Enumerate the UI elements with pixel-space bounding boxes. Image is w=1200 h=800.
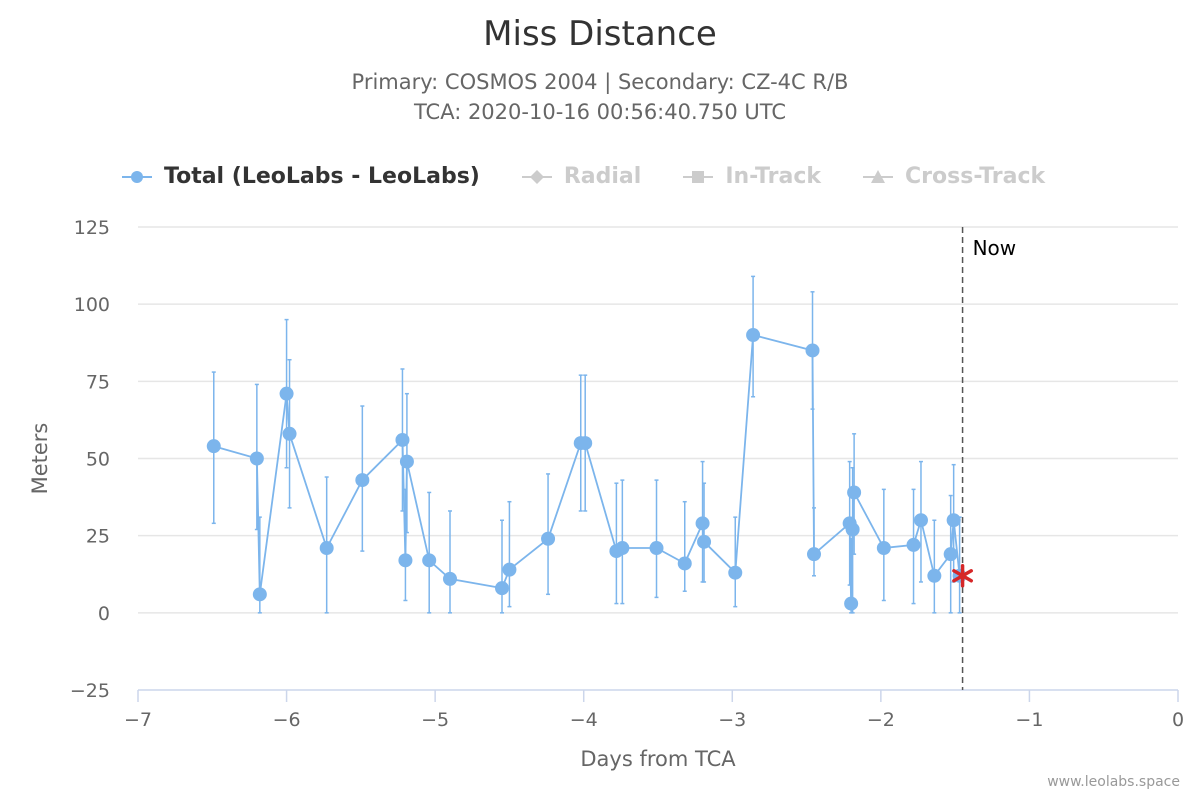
y-tick-label: 0 xyxy=(98,603,110,625)
credits-link[interactable]: www.leolabs.space xyxy=(1047,774,1180,790)
now-label: Now xyxy=(973,236,1017,260)
diamond-marker-icon xyxy=(521,169,552,184)
data-point xyxy=(279,386,294,401)
data-point xyxy=(906,537,921,552)
series-line-total xyxy=(213,333,961,604)
data-point xyxy=(728,565,743,580)
legend-item-in-track[interactable]: In-Track xyxy=(681,164,821,189)
y-tick-label: 75 xyxy=(86,371,110,393)
y-tick-label: −25 xyxy=(70,680,110,702)
chart-subtitle-tca: TCA: 2020-10-16 00:56:40.750 UTC xyxy=(413,100,787,124)
triangle-marker-icon xyxy=(863,169,894,183)
y-tick-label: 50 xyxy=(86,449,110,471)
data-point xyxy=(927,568,942,583)
data-point xyxy=(252,587,267,602)
chart-legend: Total (LeoLabs - LeoLabs) Radial In-Trac… xyxy=(120,164,1085,189)
data-point xyxy=(502,562,517,577)
square-marker-icon xyxy=(683,170,714,183)
y-tick-label: 125 xyxy=(74,217,110,239)
data-point xyxy=(282,426,297,441)
data-point xyxy=(805,343,820,358)
legend-label-radial: Radial xyxy=(563,164,642,189)
data-point xyxy=(355,473,370,488)
data-point xyxy=(319,541,334,556)
data-point xyxy=(398,553,413,568)
data-point xyxy=(746,328,761,343)
legend-label-total: Total (LeoLabs - LeoLabs) xyxy=(164,164,480,189)
data-point xyxy=(913,513,928,528)
data-point xyxy=(395,432,410,447)
data-point xyxy=(847,485,862,500)
data-point xyxy=(495,581,509,596)
data-point xyxy=(876,541,891,556)
x-tick-label: −4 xyxy=(570,709,598,731)
y-tick-label: 100 xyxy=(74,294,110,316)
data-point xyxy=(399,454,414,469)
x-tick-label: −7 xyxy=(124,709,152,731)
data-point xyxy=(615,541,630,556)
x-tick-label: −6 xyxy=(273,709,301,731)
y-tick-label: 25 xyxy=(86,526,110,548)
legend-item-total[interactable]: Total (LeoLabs - LeoLabs) xyxy=(120,164,480,189)
data-point xyxy=(844,596,859,611)
x-tick-label: −3 xyxy=(718,709,746,731)
legend-item-radial[interactable]: Radial xyxy=(520,164,641,189)
data-point xyxy=(943,547,958,562)
data-point xyxy=(845,522,860,537)
data-point xyxy=(443,571,457,586)
x-tick-label: −5 xyxy=(421,709,449,731)
data-point xyxy=(578,436,593,451)
x-tick-label: −1 xyxy=(1015,709,1043,731)
data-point xyxy=(649,541,664,556)
chart-subtitle-objects: Primary: COSMOS 2004 | Secondary: CZ-4C … xyxy=(351,70,849,94)
data-point xyxy=(695,516,710,531)
chart-title: Miss Distance xyxy=(483,14,717,54)
legend-item-cross-track[interactable]: Cross-Track xyxy=(861,164,1045,189)
circle-marker-icon xyxy=(122,170,152,183)
x-tick-label: 0 xyxy=(1172,709,1184,731)
data-point xyxy=(697,534,712,549)
data-point xyxy=(541,531,556,546)
data-point xyxy=(946,513,961,528)
data-point xyxy=(677,556,692,571)
current-estimate-asterisk-icon xyxy=(952,564,973,588)
asterisk-stroke xyxy=(952,569,973,583)
y-axis-title: Meters xyxy=(28,423,52,495)
legend-label-in-track: In-Track xyxy=(725,164,822,189)
legend-label-cross-track: Cross-Track xyxy=(905,164,1046,189)
data-point xyxy=(206,439,221,454)
data-point xyxy=(422,553,437,568)
x-axis-title: Days from TCA xyxy=(580,747,736,771)
data-point xyxy=(807,547,821,562)
data-point xyxy=(249,451,264,466)
x-tick-label: −2 xyxy=(867,709,895,731)
